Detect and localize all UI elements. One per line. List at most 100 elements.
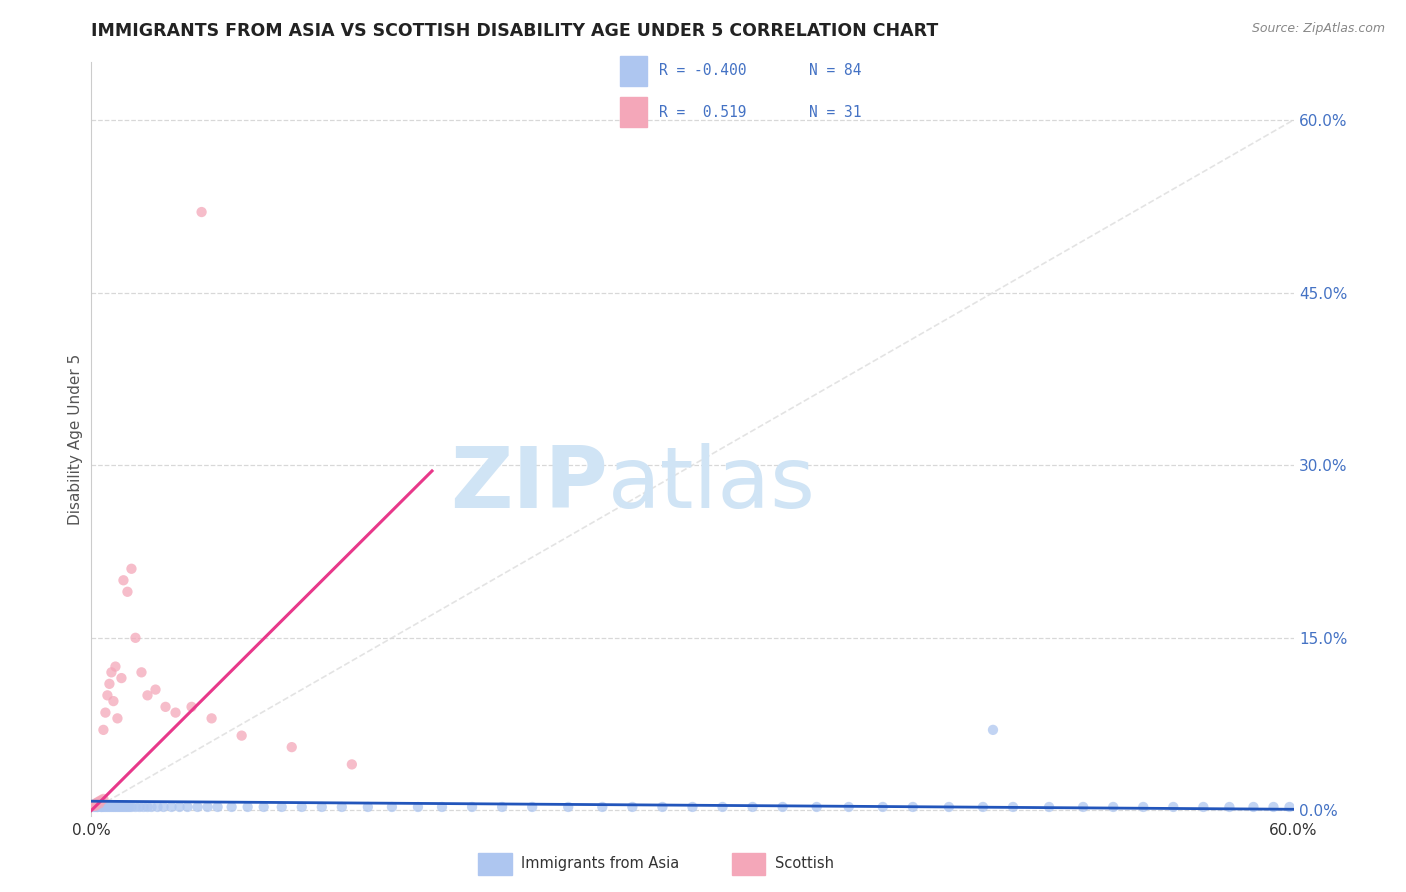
Text: Scottish: Scottish <box>775 855 834 871</box>
Point <box>121 562 143 576</box>
Point <box>98 800 121 814</box>
Point <box>90 793 112 807</box>
Point <box>93 800 115 814</box>
Point <box>94 800 117 814</box>
Point <box>93 792 115 806</box>
Point <box>82 798 104 813</box>
Point <box>1071 800 1094 814</box>
Point <box>1038 800 1060 814</box>
Point <box>741 800 763 814</box>
Point <box>1218 800 1240 814</box>
Point <box>136 689 159 703</box>
Point <box>82 798 104 813</box>
Point <box>981 723 1004 737</box>
Point <box>972 800 994 814</box>
Point <box>146 800 169 814</box>
Point <box>84 798 107 813</box>
Point <box>711 800 734 814</box>
Point <box>1132 800 1154 814</box>
Point <box>84 797 107 811</box>
Point <box>96 689 118 703</box>
Point <box>90 800 112 814</box>
Point <box>100 665 122 680</box>
Point <box>104 798 127 813</box>
Point <box>131 665 153 680</box>
Point <box>90 798 112 813</box>
Point <box>872 800 894 814</box>
Y-axis label: Disability Age Under 5: Disability Age Under 5 <box>67 354 83 524</box>
Point <box>104 659 127 673</box>
Point <box>406 800 429 814</box>
Point <box>330 800 353 814</box>
Point <box>86 800 108 814</box>
Bar <box>620 97 647 127</box>
Point <box>84 797 107 812</box>
Point <box>651 800 673 814</box>
Point <box>311 800 333 814</box>
Point <box>187 800 209 814</box>
Point <box>197 800 219 814</box>
Point <box>112 800 135 814</box>
Point <box>557 800 579 814</box>
Point <box>1243 800 1265 814</box>
Point <box>93 798 115 813</box>
Point <box>681 800 703 814</box>
Point <box>1163 800 1185 814</box>
Point <box>591 800 613 814</box>
Point <box>132 800 155 814</box>
Text: atlas: atlas <box>609 443 817 526</box>
Point <box>117 584 139 599</box>
Point <box>176 800 198 814</box>
Point <box>107 711 129 725</box>
Point <box>124 800 146 814</box>
Point <box>772 800 794 814</box>
Point <box>89 797 111 811</box>
Point <box>108 800 131 814</box>
Text: N = 84: N = 84 <box>810 63 862 78</box>
Point <box>621 800 644 814</box>
Point <box>82 800 104 814</box>
Point <box>461 800 484 814</box>
Text: N = 31: N = 31 <box>810 104 862 120</box>
Point <box>110 800 132 814</box>
Text: IMMIGRANTS FROM ASIA VS SCOTTISH DISABILITY AGE UNDER 5 CORRELATION CHART: IMMIGRANTS FROM ASIA VS SCOTTISH DISABIL… <box>91 22 939 40</box>
Text: Immigrants from Asia: Immigrants from Asia <box>522 855 679 871</box>
Point <box>1001 800 1024 814</box>
Point <box>190 205 212 219</box>
Point <box>291 800 314 814</box>
Point <box>236 800 259 814</box>
Point <box>270 800 292 814</box>
Point <box>381 800 404 814</box>
Point <box>155 699 177 714</box>
Point <box>86 798 108 813</box>
Point <box>84 800 107 814</box>
Point <box>253 800 276 814</box>
Point <box>100 800 122 814</box>
Point <box>221 800 243 814</box>
Bar <box>731 853 765 875</box>
Point <box>522 800 544 814</box>
Point <box>114 800 136 814</box>
Point <box>901 800 924 814</box>
Point <box>160 800 183 814</box>
Point <box>201 711 224 725</box>
Point <box>107 800 129 814</box>
Point <box>838 800 860 814</box>
Point <box>89 797 111 812</box>
Point <box>357 800 380 814</box>
Point <box>141 800 163 814</box>
Point <box>806 800 828 814</box>
Point <box>1102 800 1125 814</box>
Point <box>103 694 125 708</box>
Point <box>117 800 139 814</box>
Point <box>86 796 108 810</box>
Point <box>86 800 108 814</box>
Point <box>96 800 118 814</box>
Point <box>104 800 127 814</box>
Point <box>98 677 121 691</box>
Point <box>98 798 121 813</box>
Point <box>121 800 143 814</box>
Point <box>180 699 202 714</box>
Point <box>169 800 191 814</box>
Point <box>96 798 118 813</box>
